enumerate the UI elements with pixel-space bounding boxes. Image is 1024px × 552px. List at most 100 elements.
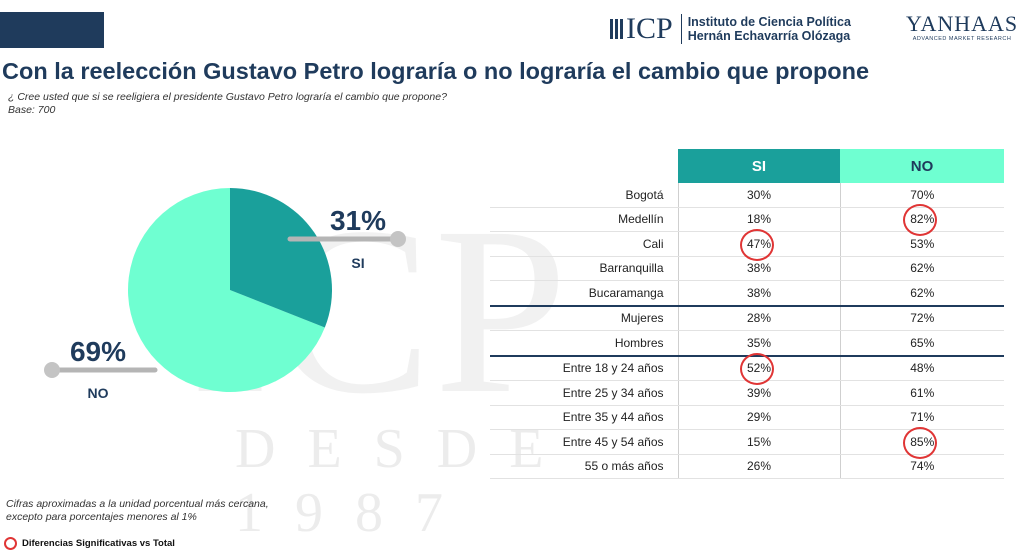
table-body: Bogotá 30% 70% Medellín 18% 82% Cali 47% 53% Barr… (490, 183, 1004, 479)
row-label: Entre 35 y 44 años (490, 405, 679, 430)
table-corner (490, 149, 678, 183)
footnote: Cifras aproximadas a la unidad porcentua… (6, 498, 269, 523)
table-row: Mujeres 28% 72% (490, 305, 1004, 331)
value-no: 71% (910, 410, 935, 425)
leader-dot-si (390, 231, 406, 247)
value-no: 72% (910, 311, 935, 326)
value-si: 28% (746, 311, 772, 326)
significance-legend: Diferencias Significativas vs Total (4, 537, 175, 550)
icp-logo: ICP Instituto de Ciencia Política Hernán… (610, 12, 851, 46)
pie-value-no: 69% (70, 336, 126, 367)
icp-logo-text: ICP (626, 12, 673, 45)
cell-si: 26% (678, 454, 841, 479)
pie-label-si: SI (351, 255, 364, 271)
table-row: Bucaramanga 38% 62% (490, 280, 1004, 307)
value-si: 35% (746, 335, 772, 350)
row-label: Bucaramanga (490, 280, 679, 307)
value-no: 61% (910, 385, 935, 400)
cell-si: 38% (678, 256, 841, 281)
cell-no: 62% (840, 256, 1004, 281)
table-row: Bogotá 30% 70% (490, 183, 1004, 208)
cell-no: 71% (840, 405, 1004, 430)
value-si: 38% (746, 285, 772, 300)
leader-dot-no (44, 362, 60, 378)
icp-bars-icon (610, 19, 623, 39)
cell-si: 52% (678, 353, 841, 386)
value-si: 26% (746, 459, 772, 474)
value-si: 29% (746, 410, 772, 425)
value-no: 62% (910, 285, 935, 300)
top-accent-bar (0, 12, 104, 48)
yanhaas-logo: YANHAAS ADVANCED MARKET RESEARCH (906, 12, 1018, 48)
red-circle-icon (4, 537, 17, 550)
pie-slice-si (230, 188, 332, 328)
cell-no: 65% (840, 330, 1004, 357)
value-si: 39% (746, 385, 772, 400)
significance-legend-label: Diferencias Significativas vs Total (22, 538, 175, 549)
value-no: 62% (910, 261, 935, 276)
row-label: Medellín (490, 207, 679, 232)
column-header-si: SI (678, 149, 840, 183)
value-no: 74% (910, 459, 935, 474)
table-row: Entre 18 y 24 años 52% 48% (490, 353, 1004, 386)
row-label: Hombres (490, 330, 679, 357)
pie-chart: 31% SI 69% NO (44, 188, 406, 401)
row-label: Entre 18 y 24 años (490, 355, 679, 381)
table-row: Hombres 35% 65% (490, 330, 1004, 357)
value-no: 48% (910, 361, 935, 376)
row-label: Mujeres (490, 305, 679, 331)
row-label: Cali (490, 231, 679, 257)
institute-line-1: Instituto de Ciencia Política (687, 15, 851, 29)
value-si: 18% (746, 212, 772, 227)
cell-si: 15% (678, 429, 841, 455)
cell-no: 85% (840, 426, 1004, 459)
survey-question: ¿ Cree usted que si se reeligiera el pre… (8, 91, 447, 103)
table-row: Barranquilla 38% 62% (490, 256, 1004, 281)
significant-value-no: 85% (903, 426, 938, 459)
table-row: Medellín 18% 82% (490, 204, 1004, 237)
icp-institute-name: Instituto de Ciencia Política Hernán Ech… (688, 15, 851, 43)
column-header-no: NO (840, 149, 1004, 183)
pie-value-si: 31% (330, 205, 386, 236)
icp-divider (680, 14, 682, 44)
cell-si: 30% (678, 183, 841, 208)
value-no: 70% (910, 187, 935, 202)
row-label: Entre 25 y 34 años (490, 380, 679, 406)
institute-line-2: Hernán Echavarría Olózaga (687, 29, 851, 43)
table-row: Entre 45 y 54 años 15% 85% (490, 426, 1004, 459)
cell-no: 82% (840, 204, 1004, 237)
cell-si: 29% (678, 405, 841, 430)
table-row: 55 o más años 26% 74% (490, 454, 1004, 479)
cell-no: 72% (840, 305, 1004, 331)
row-label: 55 o más años (490, 454, 679, 479)
yanhaas-name: YANHAAS (906, 11, 1019, 36)
significant-value-no: 82% (903, 204, 938, 237)
cell-no: 48% (840, 355, 1004, 381)
cell-no: 61% (840, 380, 1004, 406)
results-table-wrapper: SI NO Bogotá 30% 70% Medellín 18% 82% Cali 47% 5… (490, 149, 1004, 479)
cell-no: 62% (840, 280, 1004, 307)
value-no: 65% (910, 335, 935, 350)
results-table: SI NO Bogotá 30% 70% Medellín 18% 82% Cali 47% 5… (490, 149, 1004, 479)
value-si: 15% (746, 434, 772, 449)
yanhaas-tagline: ADVANCED MARKET RESEARCH (912, 36, 1012, 42)
page-title: Con la reelección Gustavo Petro lograría… (2, 58, 870, 84)
table-row: Cali 47% 53% (490, 228, 1004, 261)
cell-si: 35% (678, 330, 841, 357)
row-label: Barranquilla (490, 256, 679, 281)
value-no: 53% (910, 236, 935, 251)
pie-slice-no (127, 188, 325, 392)
table-row: Entre 35 y 44 años 29% 71% (490, 405, 1004, 430)
table-row: Entre 25 y 34 años 39% 61% (490, 380, 1004, 406)
sample-base: Base: 700 (8, 104, 56, 116)
significant-value-si: 52% (739, 353, 775, 386)
cell-no: 70% (840, 183, 1004, 208)
pie-label-no: NO (88, 385, 109, 401)
significant-value-si: 47% (739, 228, 775, 261)
row-label: Entre 45 y 54 años (490, 429, 679, 455)
cell-si: 47% (678, 228, 841, 261)
cell-si: 28% (678, 305, 841, 331)
cell-si: 18% (678, 207, 841, 232)
cell-si: 38% (678, 280, 841, 307)
row-label: Bogotá (490, 183, 679, 208)
